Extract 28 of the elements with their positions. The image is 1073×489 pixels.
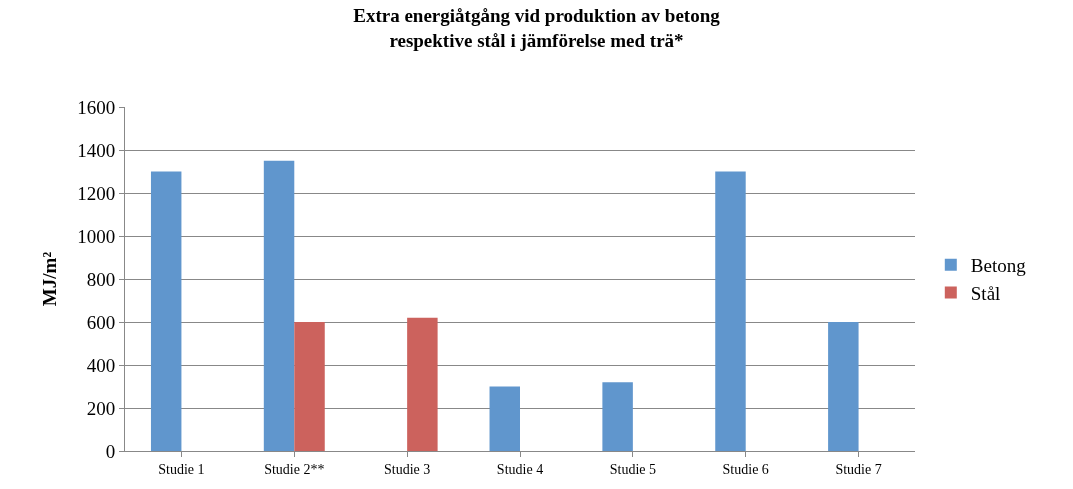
chart-title: Extra energiåtgång vid produktion av betong respektive stål i jämförelse med trä* — [353, 5, 721, 51]
bar — [489, 386, 520, 451]
x-tick-label: Studie 2** — [264, 461, 325, 477]
y-tick-label: 1400 — [77, 139, 116, 161]
y-tick-label: 1200 — [77, 182, 116, 204]
bar — [407, 317, 438, 451]
x-tick-label: Studie 5 — [609, 461, 656, 477]
y-axis-title: MJ/m² — [39, 251, 61, 307]
legend-label: Stål — [970, 282, 1001, 304]
y-tick-label: 0 — [105, 440, 116, 462]
bar — [150, 171, 182, 451]
bar — [294, 322, 325, 451]
x-tick-label: Studie 1 — [158, 461, 205, 477]
bar — [263, 160, 295, 451]
x-tick-label: Studie 6 — [722, 461, 769, 477]
y-tick-label: 800 — [86, 268, 116, 290]
bar — [828, 322, 859, 451]
y-tick-label: 400 — [86, 354, 116, 376]
bar — [715, 171, 746, 451]
x-tick-label: Studie 4 — [496, 461, 544, 477]
y-tick-label: 1600 — [77, 96, 116, 118]
x-tick-label: Studie 7 — [835, 461, 882, 477]
x-tick-label: Studie 3 — [384, 461, 431, 477]
legend-label: Betong — [970, 255, 1027, 277]
y-tick-label: 1000 — [77, 225, 116, 247]
y-tick-label: 600 — [86, 311, 116, 333]
bar — [602, 382, 633, 451]
y-tick-label: 200 — [86, 397, 116, 419]
